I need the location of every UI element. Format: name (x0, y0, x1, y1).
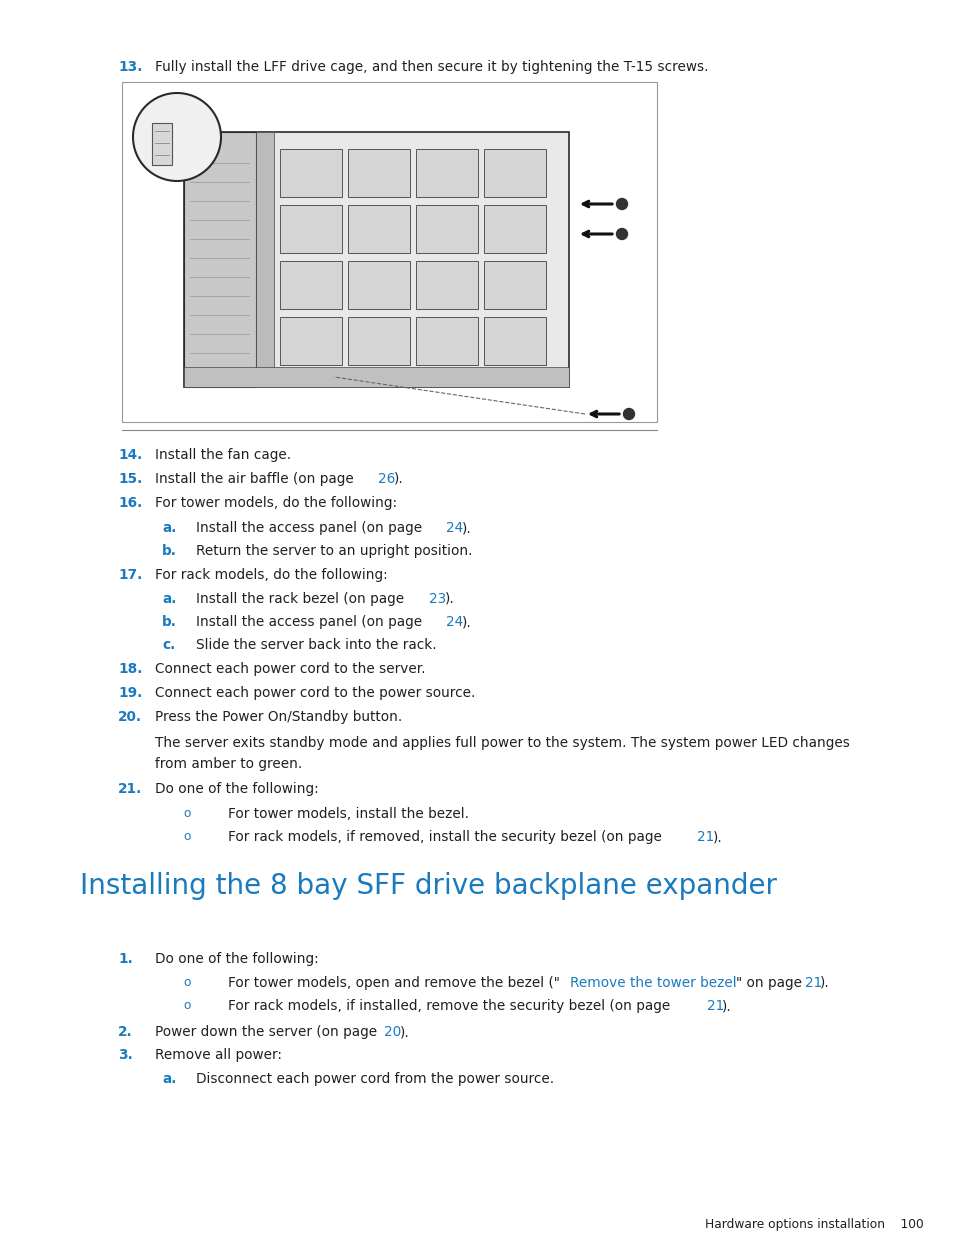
Text: a.: a. (162, 1072, 176, 1086)
Text: Installing the 8 bay SFF drive backplane expander: Installing the 8 bay SFF drive backplane… (80, 872, 776, 900)
Bar (348, 149, 410, 198)
Text: Install the air baffle (on page: Install the air baffle (on page (154, 472, 357, 487)
Text: b.: b. (162, 543, 176, 558)
Text: 24: 24 (446, 521, 463, 535)
Text: ).: ). (712, 830, 722, 844)
Bar (416, 261, 477, 309)
Bar (280, 205, 341, 253)
Bar (184, 132, 255, 387)
Text: c.: c. (162, 638, 175, 652)
Text: o: o (183, 976, 191, 989)
Text: Install the rack bezel (on page: Install the rack bezel (on page (195, 592, 408, 606)
Text: 21.: 21. (118, 782, 142, 797)
Text: 23: 23 (429, 592, 446, 606)
Text: a.: a. (162, 592, 176, 606)
Text: Fully install the LFF drive cage, and then secure it by tightening the T-15 scre: Fully install the LFF drive cage, and th… (154, 61, 708, 74)
Text: " on page: " on page (735, 976, 805, 990)
Text: 18.: 18. (118, 662, 142, 676)
Bar (483, 205, 545, 253)
Text: ).: ). (721, 999, 731, 1013)
Circle shape (616, 228, 627, 240)
Text: Do one of the following:: Do one of the following: (154, 782, 318, 797)
Bar (348, 205, 410, 253)
Bar (280, 317, 341, 366)
Text: o: o (183, 806, 191, 820)
Text: The server exits standby mode and applies full power to the system. The system p: The server exits standby mode and applie… (154, 736, 849, 750)
Text: Return the server to an upright position.: Return the server to an upright position… (195, 543, 472, 558)
Text: 20.: 20. (118, 710, 142, 724)
Text: Install the fan cage.: Install the fan cage. (154, 448, 291, 462)
Text: Press the Power On/Standby button.: Press the Power On/Standby button. (154, 710, 402, 724)
Bar (280, 149, 341, 198)
Text: Install the access panel (on page: Install the access panel (on page (195, 521, 426, 535)
Text: a.: a. (162, 521, 176, 535)
Text: ).: ). (820, 976, 829, 990)
Bar (184, 132, 568, 387)
Text: 17.: 17. (118, 568, 142, 582)
Bar (348, 317, 410, 366)
Text: from amber to green.: from amber to green. (154, 757, 302, 771)
Text: Disconnect each power cord from the power source.: Disconnect each power cord from the powe… (195, 1072, 554, 1086)
Text: 24: 24 (446, 615, 463, 629)
Text: 1.: 1. (118, 952, 132, 966)
Bar (348, 261, 410, 309)
Bar (152, 124, 172, 165)
Text: o: o (183, 830, 191, 844)
Text: 21: 21 (697, 830, 714, 844)
Text: 2.: 2. (118, 1025, 132, 1039)
Text: 19.: 19. (118, 685, 142, 700)
Bar (483, 149, 545, 198)
Text: 14.: 14. (118, 448, 142, 462)
Text: b.: b. (162, 615, 176, 629)
Bar (416, 205, 477, 253)
Text: Do one of the following:: Do one of the following: (154, 952, 318, 966)
Text: 26: 26 (377, 472, 395, 487)
Text: 16.: 16. (118, 496, 142, 510)
Text: Remove all power:: Remove all power: (154, 1049, 282, 1062)
Bar (280, 261, 341, 309)
Text: ).: ). (393, 472, 403, 487)
Text: Install the access panel (on page: Install the access panel (on page (195, 615, 426, 629)
Bar (255, 132, 274, 387)
Text: o: o (183, 999, 191, 1011)
Text: Connect each power cord to the power source.: Connect each power cord to the power sou… (154, 685, 475, 700)
Text: Connect each power cord to the server.: Connect each power cord to the server. (154, 662, 425, 676)
Text: Hardware options installation    100: Hardware options installation 100 (704, 1218, 923, 1231)
Bar (184, 367, 568, 387)
Text: 13.: 13. (118, 61, 142, 74)
Text: ).: ). (399, 1025, 409, 1039)
Text: For tower models, open and remove the bezel (": For tower models, open and remove the be… (228, 976, 559, 990)
Text: For rack models, if installed, remove the security bezel (on page: For rack models, if installed, remove th… (228, 999, 674, 1013)
Text: ).: ). (444, 592, 454, 606)
Text: For tower models, install the bezel.: For tower models, install the bezel. (228, 806, 469, 821)
Bar (122, 82, 657, 422)
Text: ).: ). (461, 521, 471, 535)
Text: 21: 21 (706, 999, 723, 1013)
Text: Slide the server back into the rack.: Slide the server back into the rack. (195, 638, 436, 652)
Text: For tower models, do the following:: For tower models, do the following: (154, 496, 396, 510)
Bar (416, 317, 477, 366)
Text: 21: 21 (803, 976, 821, 990)
Text: 3.: 3. (118, 1049, 132, 1062)
Text: 15.: 15. (118, 472, 142, 487)
Text: Power down the server (on page: Power down the server (on page (154, 1025, 381, 1039)
Circle shape (616, 199, 627, 210)
Text: For rack models, do the following:: For rack models, do the following: (154, 568, 387, 582)
Bar (416, 149, 477, 198)
Text: 20: 20 (384, 1025, 401, 1039)
Circle shape (132, 93, 221, 182)
Bar (483, 261, 545, 309)
Circle shape (623, 409, 634, 420)
Text: For rack models, if removed, install the security bezel (on page: For rack models, if removed, install the… (228, 830, 665, 844)
Text: Remove the tower bezel: Remove the tower bezel (570, 976, 737, 990)
Text: ).: ). (461, 615, 471, 629)
Bar (483, 317, 545, 366)
